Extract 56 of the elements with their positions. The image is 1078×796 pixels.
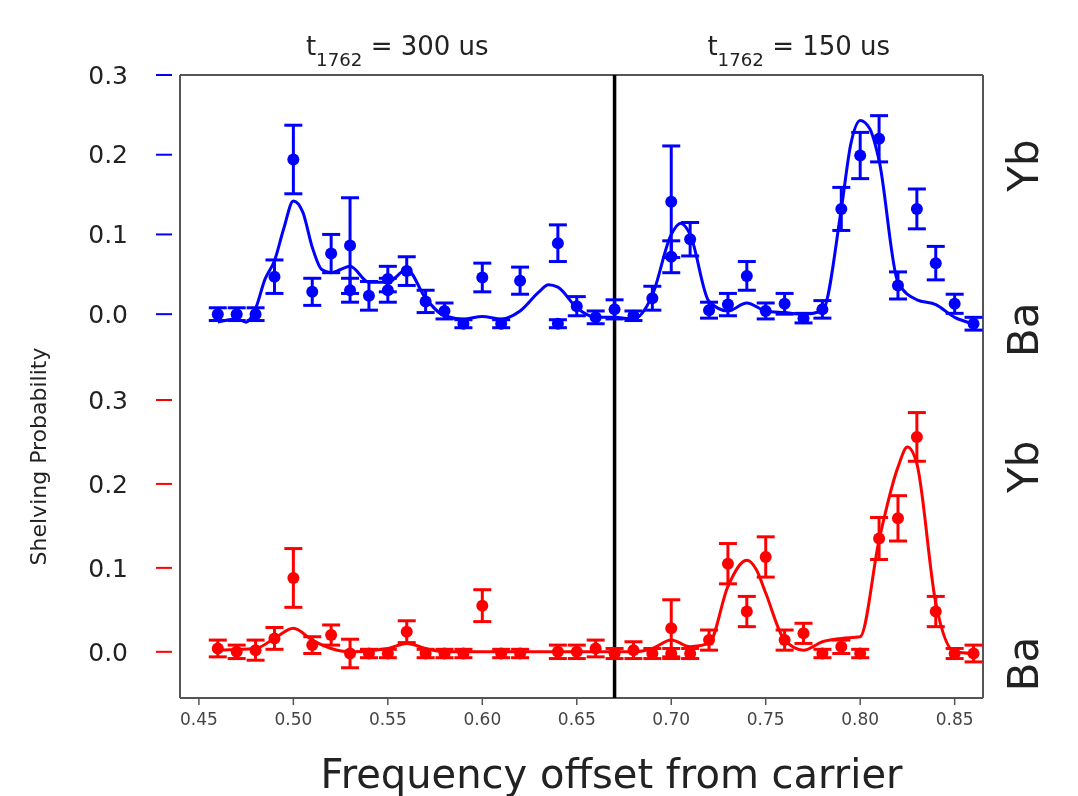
point (910, 202, 923, 215)
x-axis-title: Frequency offset from carrier (320, 751, 903, 796)
point (362, 289, 375, 302)
x-tick-label: 0.85 (935, 709, 974, 729)
point (476, 271, 489, 284)
y-tick-label: 0.3 (88, 385, 128, 415)
y-tick-label: 0.0 (88, 299, 128, 329)
point (514, 274, 527, 287)
point (910, 430, 923, 443)
point (891, 512, 904, 525)
point (287, 571, 300, 584)
point (325, 247, 338, 260)
point (665, 622, 678, 635)
y-tick-label: 0.2 (88, 469, 128, 499)
text: Ba (999, 636, 1048, 692)
x-tick-label: 0.55 (368, 709, 407, 729)
point (344, 284, 357, 297)
point (287, 153, 300, 166)
x-tick-label: 0.70 (652, 709, 691, 729)
y-tick-label: 0.2 (88, 140, 128, 170)
text: t$_{1762}$ = 150 us (707, 31, 891, 70)
point (400, 625, 413, 638)
point (551, 237, 564, 250)
x-tick-label: 0.60 (463, 709, 502, 729)
point (665, 195, 678, 208)
x-tick-label: 0.65 (557, 709, 596, 729)
point (778, 297, 791, 310)
point (476, 599, 489, 612)
point (721, 298, 734, 311)
point (325, 629, 338, 642)
point (854, 149, 867, 162)
y-tick-label: 0.1 (88, 220, 128, 250)
point (948, 297, 961, 310)
text: Yb (999, 139, 1048, 193)
x-tick-label: 0.50 (274, 709, 313, 729)
point (608, 303, 621, 316)
point (797, 627, 810, 640)
y-tick-label: 0.3 (88, 60, 128, 90)
y-tick-label: 0.0 (88, 637, 128, 667)
text: Yb (999, 440, 1048, 494)
point (306, 285, 319, 298)
y-axis-title: Shelving Probability (26, 347, 51, 566)
point (759, 550, 772, 563)
point (721, 557, 734, 570)
point (740, 605, 753, 618)
text: t$_{1762}$ = 300 us (305, 31, 489, 70)
x-tick-label: 0.75 (746, 709, 785, 729)
point (929, 257, 942, 270)
point (381, 284, 394, 297)
point (344, 239, 357, 252)
text: Ba (999, 302, 1048, 357)
x-tick-label: 0.45 (179, 709, 218, 729)
y-tick-label: 0.1 (88, 553, 128, 583)
x-tick-label: 0.80 (841, 709, 880, 729)
point (268, 270, 281, 283)
point (740, 269, 753, 282)
